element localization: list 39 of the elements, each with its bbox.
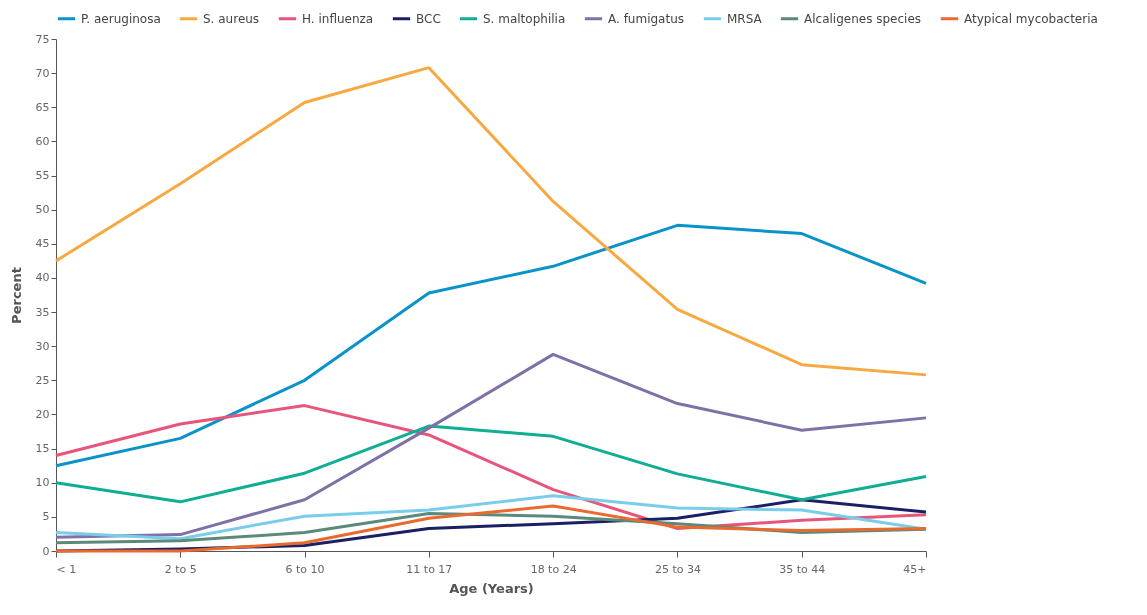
x-tick-label: 18 to 24 bbox=[530, 562, 577, 576]
y-tick-label: 70 bbox=[35, 66, 50, 80]
line-series bbox=[54, 66, 928, 377]
y-tick-label: 15 bbox=[35, 442, 50, 456]
y-axis-title: Percent bbox=[8, 267, 24, 324]
y-tick-label: 5 bbox=[42, 510, 50, 524]
legend-label: H. influenza bbox=[302, 11, 374, 26]
legend-label: BCC bbox=[416, 11, 441, 26]
y-tick-label: 55 bbox=[35, 169, 50, 183]
y-tick-label: 60 bbox=[35, 134, 50, 148]
y-tick-label: 20 bbox=[35, 407, 50, 421]
y-tick-label: 10 bbox=[35, 476, 50, 490]
y-tick-label: 40 bbox=[35, 271, 50, 285]
line-series bbox=[54, 223, 928, 468]
y-tick-label: 75 bbox=[35, 32, 50, 46]
legend-label: Atypical mycobacteria bbox=[964, 11, 1098, 26]
line-series bbox=[54, 352, 928, 539]
x-axis-title: Age (Years) bbox=[449, 580, 534, 596]
legend-label: P. aeruginosa bbox=[81, 11, 161, 26]
x-tick-label: 2 to 5 bbox=[164, 562, 197, 576]
x-tick-label: 25 to 34 bbox=[654, 562, 701, 576]
legend-label: A. fumigatus bbox=[608, 11, 685, 26]
legend-label: Alcaligenes species bbox=[804, 11, 922, 26]
line-series bbox=[54, 424, 928, 504]
x-tick-label: 45+ bbox=[903, 562, 927, 576]
y-tick-label: 0 bbox=[42, 544, 50, 558]
legend-label: MRSA bbox=[727, 11, 763, 26]
legend-label: S. maltophilia bbox=[483, 11, 566, 26]
y-tick-label: 30 bbox=[35, 339, 50, 353]
x-tick-label: 6 to 10 bbox=[285, 562, 325, 576]
x-tick-label: 11 to 17 bbox=[406, 562, 453, 576]
x-tick-label: < 1 bbox=[56, 562, 77, 576]
y-tick-label: 45 bbox=[35, 237, 50, 251]
y-tick-label: 65 bbox=[35, 100, 50, 114]
y-tick-label: 25 bbox=[35, 373, 50, 387]
y-tick-label: 35 bbox=[35, 305, 50, 319]
legend-label: S. aureus bbox=[203, 11, 260, 26]
y-tick-label: 50 bbox=[35, 203, 50, 217]
x-tick-label: 35 to 44 bbox=[779, 562, 826, 576]
